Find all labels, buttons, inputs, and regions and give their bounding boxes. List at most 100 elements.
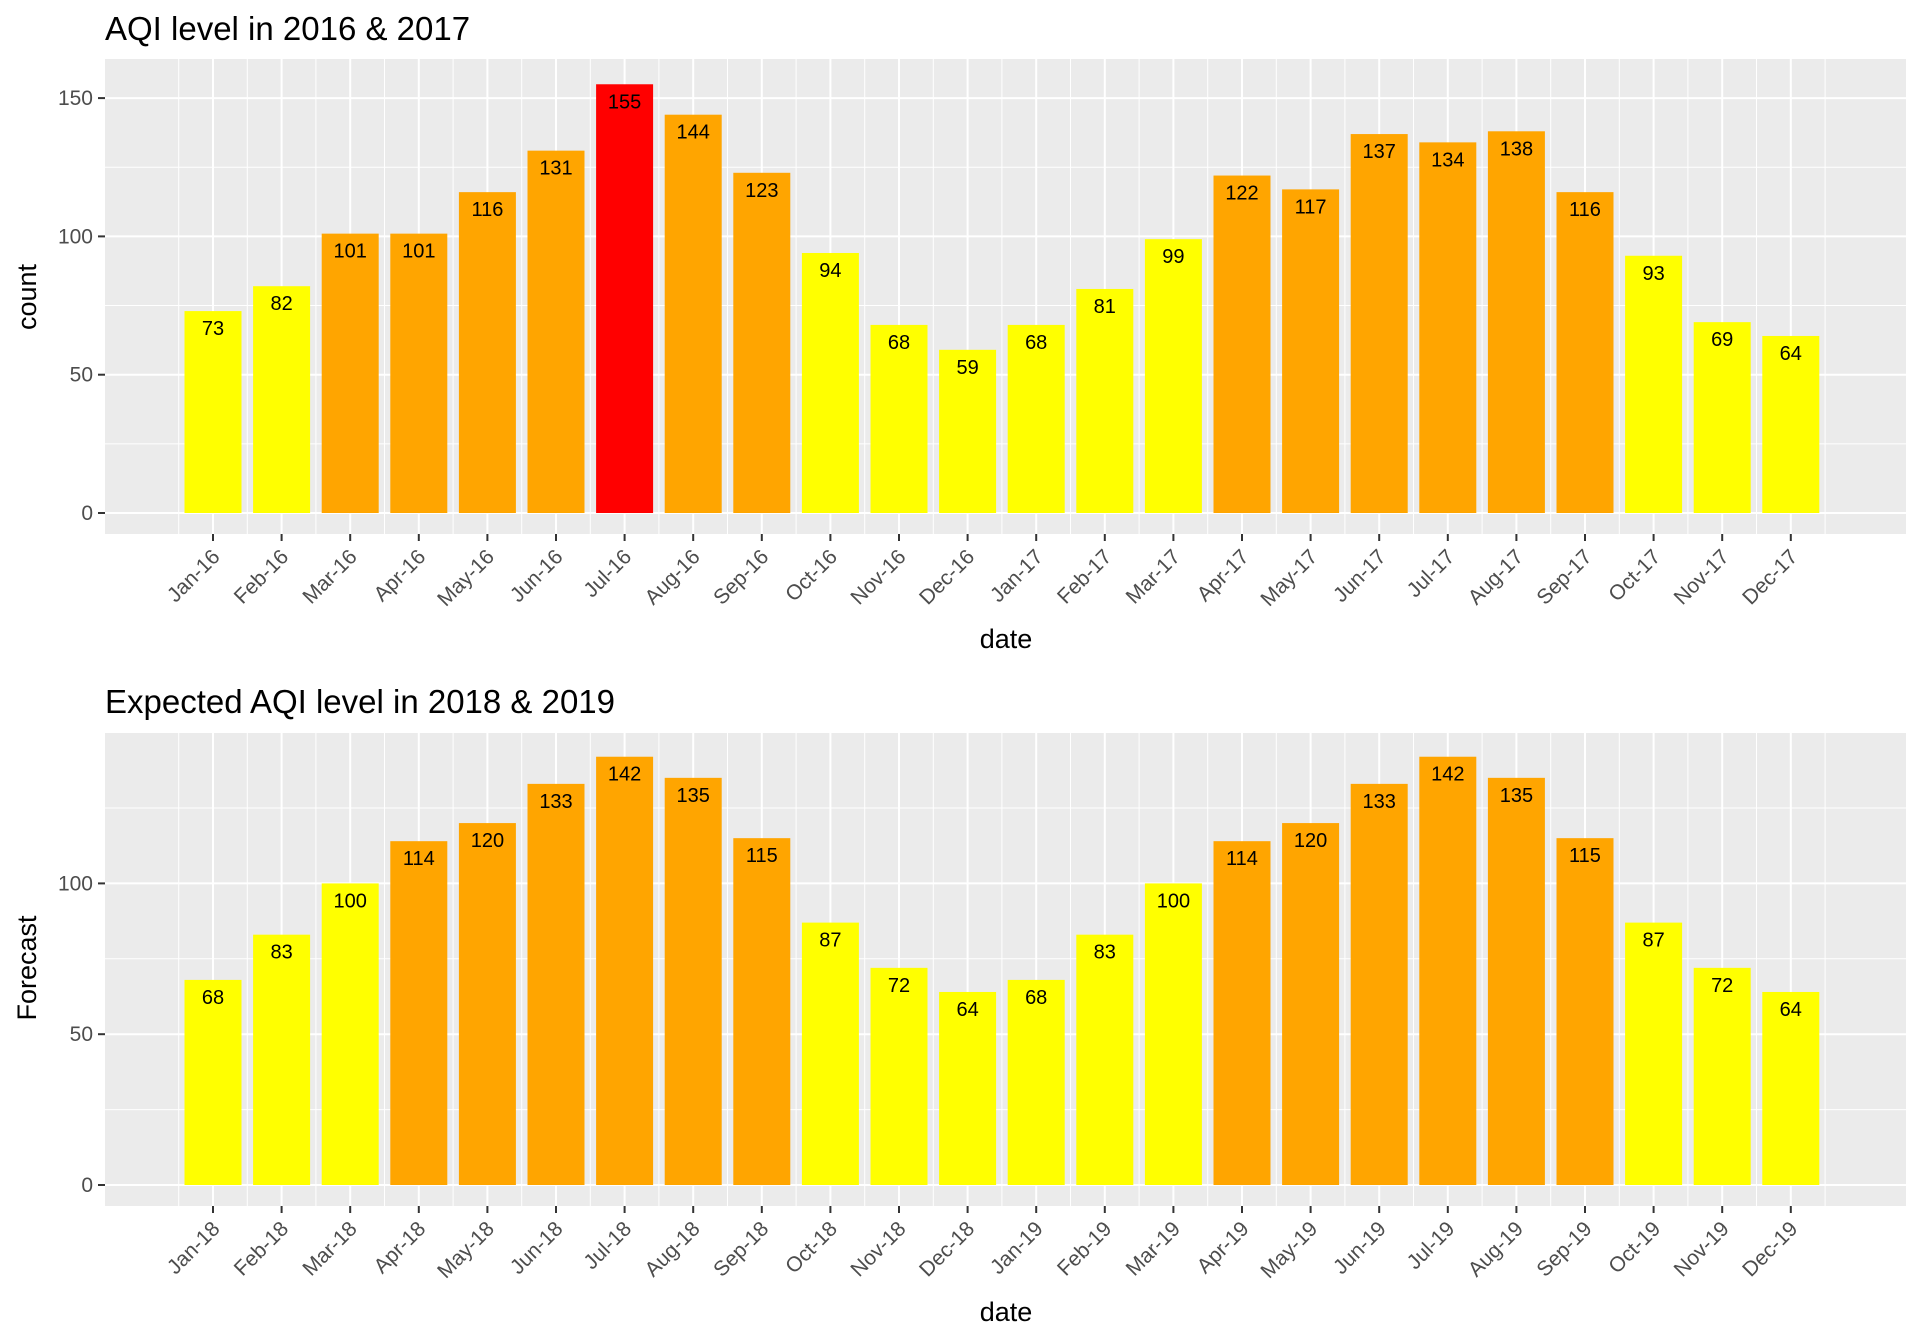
data-label-Apr-18: 114 — [403, 848, 435, 870]
bar-Feb-16 — [253, 286, 311, 513]
data-label-Apr-16: 101 — [402, 241, 435, 263]
data-label-Dec-18: 64 — [956, 999, 978, 1021]
chart-2-x-axis-title: date — [980, 1297, 1033, 1327]
data-label-Jan-17: 68 — [1025, 332, 1047, 354]
bar-Nov-17 — [1693, 322, 1751, 513]
data-label-Aug-19: 135 — [1500, 785, 1533, 807]
y-tick-label: 100 — [58, 872, 93, 895]
chart-1-title: AQI level in 2016 & 2017 — [105, 10, 470, 47]
data-label-May-17: 117 — [1295, 196, 1327, 218]
data-label-Dec-19: 64 — [1780, 999, 1802, 1021]
data-label-Mar-19: 100 — [1157, 890, 1190, 912]
bar-Jan-19 — [1007, 979, 1065, 1185]
data-label-Nov-17: 69 — [1711, 329, 1733, 351]
data-label-Jan-16: 73 — [202, 318, 224, 340]
data-label-Mar-17: 99 — [1162, 246, 1184, 268]
data-label-Oct-18: 87 — [819, 930, 841, 952]
y-tick-label: 0 — [81, 502, 93, 525]
data-label-Nov-19: 72 — [1711, 975, 1733, 997]
data-label-Feb-17: 81 — [1094, 296, 1116, 318]
bar-May-16 — [458, 192, 516, 514]
bar-Dec-19 — [1762, 991, 1820, 1185]
bar-Sep-18 — [733, 838, 791, 1185]
data-label-Nov-18: 72 — [888, 975, 910, 997]
chart-1-x-axis-title: date — [980, 624, 1033, 654]
bar-Jul-17 — [1419, 142, 1477, 513]
data-label-Jul-16: 155 — [608, 91, 641, 113]
data-label-Jun-17: 137 — [1363, 141, 1396, 163]
data-label-Aug-18: 135 — [677, 785, 710, 807]
bar-Oct-19 — [1625, 922, 1683, 1185]
data-label-May-16: 116 — [471, 199, 503, 221]
data-label-Jan-18: 68 — [202, 987, 224, 1009]
chart-2-title: Expected AQI level in 2018 & 2019 — [105, 683, 615, 720]
data-label-Sep-16: 123 — [745, 180, 778, 202]
bar-Oct-16 — [801, 252, 859, 513]
bar-Jul-18 — [596, 756, 654, 1185]
bar-Nov-18 — [870, 967, 928, 1185]
bar-May-18 — [458, 823, 516, 1185]
data-label-Oct-19: 87 — [1642, 930, 1664, 952]
data-label-Feb-18: 83 — [270, 942, 292, 964]
bar-Mar-19 — [1144, 883, 1202, 1185]
y-tick-label: 50 — [70, 364, 93, 387]
data-label-Jan-19: 68 — [1025, 987, 1047, 1009]
bar-Jul-16 — [596, 84, 654, 514]
y-tick-label: 100 — [58, 225, 93, 248]
chart-1-y-axis-title: count — [12, 263, 42, 330]
data-label-Feb-16: 82 — [270, 293, 292, 315]
data-label-Nov-16: 68 — [888, 332, 910, 354]
bar-Jan-17 — [1007, 324, 1065, 513]
data-label-Mar-16: 101 — [334, 241, 367, 263]
data-label-Jul-19: 142 — [1431, 764, 1464, 786]
bar-Aug-19 — [1487, 777, 1545, 1185]
data-label-Mar-18: 100 — [334, 890, 367, 912]
bar-Jun-16 — [527, 150, 585, 514]
data-label-Apr-17: 122 — [1225, 183, 1258, 205]
y-tick-label: 0 — [81, 1174, 93, 1197]
bar-Aug-17 — [1487, 131, 1545, 514]
data-label-Sep-19: 115 — [1569, 845, 1601, 867]
bar-Jan-18 — [184, 979, 242, 1185]
bar-Apr-19 — [1213, 841, 1271, 1185]
bar-May-19 — [1282, 823, 1340, 1185]
data-label-Sep-18: 115 — [746, 845, 778, 867]
data-label-Aug-17: 138 — [1500, 138, 1533, 160]
bar-Nov-16 — [870, 324, 928, 513]
bar-Feb-18 — [253, 934, 311, 1185]
data-label-Jun-19: 133 — [1363, 791, 1396, 813]
data-label-Oct-17: 93 — [1642, 263, 1664, 285]
bar-Mar-16 — [321, 233, 379, 513]
y-tick-label: 150 — [58, 87, 93, 110]
bar-Dec-16 — [939, 349, 997, 513]
bar-Aug-16 — [664, 114, 722, 514]
data-label-Jul-18: 142 — [608, 764, 641, 786]
bar-Dec-17 — [1762, 335, 1820, 513]
data-label-May-18: 120 — [471, 830, 504, 852]
chart-2-y-axis-title: Forecast — [12, 915, 42, 1021]
data-label-Dec-16: 59 — [956, 357, 978, 379]
bar-Apr-17 — [1213, 175, 1271, 513]
bar-Feb-17 — [1076, 288, 1134, 513]
bar-Jun-17 — [1350, 134, 1408, 514]
bar-Apr-16 — [390, 233, 448, 513]
bar-Mar-17 — [1144, 239, 1202, 513]
bar-Sep-16 — [733, 172, 791, 514]
data-label-Jun-16: 131 — [539, 158, 572, 180]
bar-Jun-19 — [1350, 783, 1408, 1185]
data-label-Oct-16: 94 — [819, 260, 841, 282]
bar-May-17 — [1282, 189, 1340, 514]
bar-Sep-19 — [1556, 838, 1614, 1185]
bar-Jul-19 — [1419, 756, 1477, 1185]
data-label-Aug-16: 144 — [677, 122, 710, 144]
data-label-Sep-17: 116 — [1569, 199, 1601, 221]
chart-1-panel: 73 82 101 101 116 131 155 144 123 94 68 59 68 81 99 122… — [58, 59, 1906, 611]
data-label-Apr-19: 114 — [1226, 848, 1258, 870]
bar-Oct-18 — [801, 922, 859, 1185]
chart-2-panel: 68 83 100 114 120 133 142 135 115 87 72 64 68 83 100 11… — [58, 733, 1906, 1283]
data-label-Feb-19: 83 — [1094, 942, 1116, 964]
data-label-May-19: 120 — [1294, 830, 1327, 852]
bar-Nov-19 — [1693, 967, 1751, 1185]
bar-Feb-19 — [1076, 934, 1134, 1185]
